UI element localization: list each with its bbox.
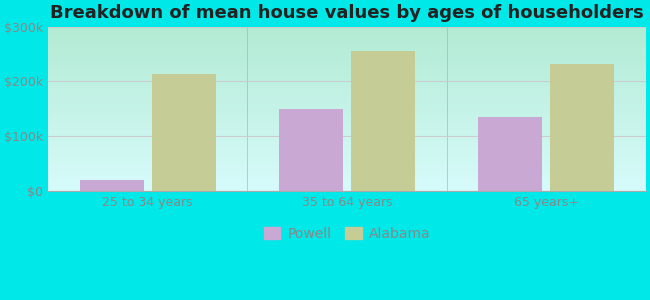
Title: Breakdown of mean house values by ages of householders: Breakdown of mean house values by ages o… <box>50 4 644 22</box>
Bar <box>280 109 343 191</box>
Bar <box>351 51 415 191</box>
Bar <box>151 74 216 191</box>
Bar <box>550 64 614 191</box>
Bar <box>80 180 144 191</box>
Legend: Powell, Alabama: Powell, Alabama <box>258 221 436 247</box>
Bar <box>478 117 542 191</box>
